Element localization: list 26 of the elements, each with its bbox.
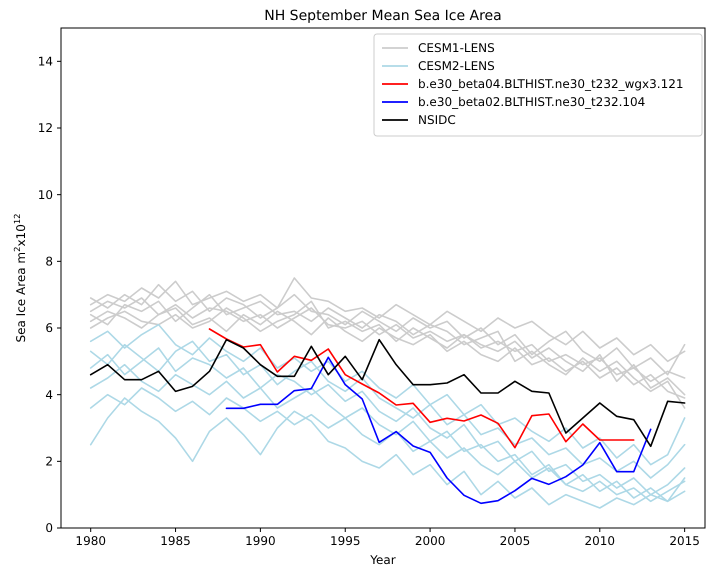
y-tick-label: 12 [38, 121, 53, 136]
legend-label: b.e30_beta04.BLTHIST.ne30_t232_wgx3.121 [418, 77, 684, 92]
x-tick-label: 2000 [414, 534, 446, 548]
y-tick-label: 10 [38, 188, 53, 202]
line-series [208, 328, 635, 448]
legend-label: CESM2-LENS [418, 59, 495, 74]
y-tick-label: 2 [45, 454, 53, 469]
x-tick-label: 1995 [330, 534, 361, 548]
x-tick-label: 2010 [584, 534, 616, 548]
x-tick-label: 1980 [75, 534, 106, 548]
line-series [226, 356, 652, 504]
x-tick-label: 2015 [669, 534, 700, 548]
legend-label: b.e30_beta02.BLTHIST.ne30_t232.104 [418, 95, 646, 110]
x-axis-title: Year [369, 553, 396, 567]
y-tick-label: 8 [45, 254, 53, 269]
y-tick-label: 4 [45, 388, 53, 402]
x-tick-label: 1990 [245, 534, 276, 548]
x-tick-label: 1985 [160, 534, 191, 548]
x-tick-label: 2005 [500, 534, 530, 548]
chart-title: NH September Mean Sea Ice Area [264, 8, 502, 24]
y-tick-label: 6 [45, 321, 53, 336]
legend-label: CESM1-LENS [418, 41, 495, 56]
y-tick-label: 14 [38, 54, 53, 69]
y-tick-label: 0 [45, 521, 53, 536]
legend-label: NSIDC [418, 113, 456, 128]
line-series [90, 338, 686, 448]
